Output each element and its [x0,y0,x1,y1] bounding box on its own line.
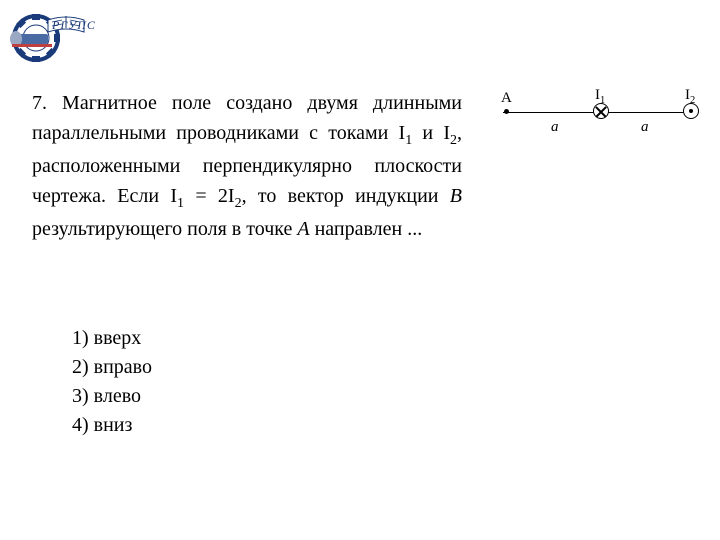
physics-diagram: А I1 I2 a a [495,92,705,162]
answer-2: 2) вправо [72,353,152,382]
point-a-marker [504,109,509,114]
text-p6: результирующего поля в точке [32,218,297,240]
answer-options: 1) вверх 2) вправо 3) влево 4) вниз [72,324,152,440]
label-i1: I1 [595,87,605,106]
problem-text: 7. Магнитное поле создано двумя длинными… [32,88,462,244]
label-i2-sub: 2 [690,95,695,106]
answer-1: 1) вверх [72,324,152,353]
i1-subscript-b: 1 [177,196,184,211]
text-p4: = 2I [184,185,235,207]
logo-text: РГУПС [52,18,96,33]
label-distance-a1: a [551,119,559,136]
text-p5: , то вектор индукции [242,185,450,207]
i2-subscript-b: 2 [235,196,242,211]
text-p2: и I [412,122,450,144]
text-p7: направлен ... [310,218,423,240]
label-distance-a2: a [641,119,649,136]
vector-B: B [450,185,462,207]
answer-3: 3) влево [72,382,152,411]
text-p1: Магнитное поле создано двумя длинными па… [32,92,462,144]
university-logo [8,8,104,64]
answer-4: 4) вниз [72,411,152,440]
label-point-a: А [501,90,512,107]
i2-subscript: 2 [450,133,457,148]
label-i1-sub: 1 [600,95,605,106]
point-A-text: A [297,218,309,240]
label-i2: I2 [685,87,695,106]
problem-number: 7. [32,92,47,114]
